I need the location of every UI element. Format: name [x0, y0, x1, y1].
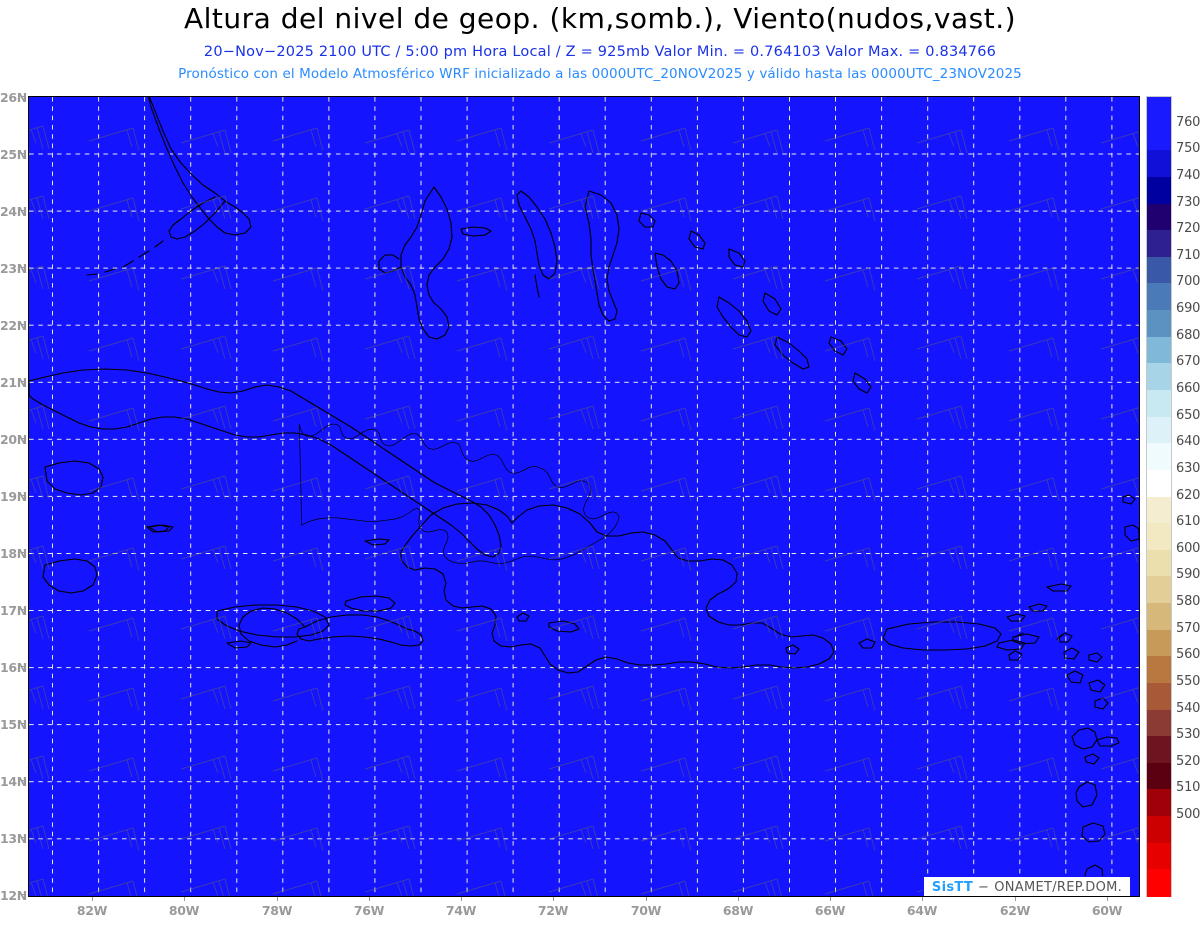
- colorbar-segment: [1147, 816, 1171, 844]
- colorbar-tick-label: 550: [1176, 673, 1200, 689]
- logo-brand: SisTT: [931, 879, 973, 895]
- colorbar[interactable]: 760 750 740 730 720 710 700 690 680 670 660 650 640 6…: [1146, 96, 1200, 897]
- colorbar-segment: [1147, 230, 1171, 258]
- lat-label-26n: 26N: [0, 90, 27, 105]
- colorbar-segment: [1147, 310, 1171, 338]
- colorbar-tick-label: 570: [1176, 620, 1200, 636]
- colorbar-tick-label: 600: [1176, 540, 1200, 556]
- colorbar-tick-label: 510: [1176, 780, 1200, 796]
- lat-label-23n: 23N: [0, 261, 27, 276]
- lat-label-19n: 19N: [0, 489, 27, 504]
- lat-label-22n: 22N: [0, 318, 27, 333]
- colorbar-segment: [1147, 576, 1171, 604]
- lat-label-13n: 13N: [0, 831, 27, 846]
- subtitle-model-info: Pronóstico con el Modelo Atmosférico WRF…: [178, 66, 1022, 82]
- colorbar-tick-label: 560: [1176, 647, 1200, 663]
- colorbar-segment: [1147, 97, 1171, 125]
- colorbar-segment: [1147, 869, 1171, 897]
- colorbar-tick-label: 540: [1176, 700, 1200, 716]
- header: Altura del nivel de geop. (km,somb.), Vi…: [0, 0, 1200, 92]
- map-graphics: [29, 97, 1139, 896]
- colorbar-segment: [1147, 389, 1171, 418]
- lat-label-14n: 14N: [0, 774, 27, 789]
- colorbar-tick-label: 760: [1176, 114, 1200, 130]
- colorbar-segment: [1147, 789, 1171, 817]
- colorbar-segment: [1147, 762, 1171, 791]
- colorbar-tick-label: 720: [1176, 221, 1200, 237]
- lat-label-24n: 24N: [0, 204, 27, 219]
- colorbar-segment: [1147, 283, 1171, 311]
- colorbar-tick-label: 630: [1176, 460, 1200, 476]
- lon-label-68w: 68W: [722, 903, 754, 918]
- colorbar-segment: [1147, 496, 1171, 524]
- lon-label-76w: 76W: [353, 903, 385, 918]
- colorbar-tick-label: 700: [1176, 274, 1200, 290]
- colorbar-tick-label: 590: [1176, 567, 1200, 583]
- colorbar-tick-label: 640: [1176, 434, 1200, 450]
- lon-label-78w: 78W: [261, 903, 293, 918]
- colorbar-segment: [1147, 336, 1171, 364]
- map-container[interactable]: SisTT − ONAMET/REP.DOM.: [28, 96, 1140, 897]
- colorbar-segment: [1147, 736, 1171, 764]
- colorbar-segment: [1147, 123, 1171, 151]
- colorbar-tick-label: 670: [1176, 354, 1200, 370]
- colorbar-segment: [1147, 203, 1171, 231]
- lon-label-82w: 82W: [76, 903, 108, 918]
- colorbar-tick-label: 620: [1176, 487, 1200, 503]
- colorbar-tick-label: 680: [1176, 327, 1200, 343]
- colorbar-segment: [1147, 656, 1171, 684]
- colorbar-segment: [1147, 629, 1171, 657]
- lon-label-66w: 66W: [814, 903, 846, 918]
- lat-label-20n: 20N: [0, 432, 27, 447]
- colorbar-tick-label: 530: [1176, 727, 1200, 743]
- colorbar-tick-label: 710: [1176, 247, 1200, 263]
- colorbar-tick-label: 690: [1176, 301, 1200, 317]
- logo-org: ONAMET/REP.DOM.: [994, 879, 1123, 895]
- lon-label-62w: 62W: [999, 903, 1031, 918]
- colorbar-gradient: [1146, 96, 1172, 897]
- lon-label-70w: 70W: [630, 903, 662, 918]
- colorbar-tick-label: 750: [1176, 141, 1200, 157]
- colorbar-segment: [1147, 603, 1171, 631]
- lon-label-72w: 72W: [537, 903, 569, 918]
- lon-label-64w: 64W: [906, 903, 938, 918]
- lat-label-21n: 21N: [0, 375, 27, 390]
- logo-separator: −: [978, 879, 990, 895]
- colorbar-segment: [1147, 842, 1171, 870]
- colorbar-segment: [1147, 682, 1171, 711]
- colorbar-tick-label: 610: [1176, 514, 1200, 530]
- colorbar-segment: [1147, 416, 1171, 444]
- colorbar-tick-label: 650: [1176, 407, 1200, 423]
- colorbar-segment: [1147, 363, 1171, 391]
- lat-label-25n: 25N: [0, 147, 27, 162]
- page-title: Altura del nivel de geop. (km,somb.), Vi…: [183, 2, 1017, 35]
- gridlines: [29, 97, 1139, 896]
- colorbar-tick-label: 520: [1176, 753, 1200, 769]
- lon-label-80w: 80W: [168, 903, 200, 918]
- lat-label-18n: 18N: [0, 546, 27, 561]
- colorbar-segment: [1147, 176, 1171, 205]
- lat-label-17n: 17N: [0, 603, 27, 618]
- colorbar-segment: [1147, 150, 1171, 178]
- provider-logo: SisTT − ONAMET/REP.DOM.: [923, 876, 1131, 896]
- subtitle-valid-time: 20−Nov−2025 2100 UTC / 5:00 pm Hora Loca…: [203, 44, 997, 60]
- lat-label-16n: 16N: [0, 660, 27, 675]
- colorbar-tick-label: 730: [1176, 194, 1200, 210]
- colorbar-segment: [1147, 549, 1171, 577]
- colorbar-segment: [1147, 256, 1171, 285]
- lon-label-74w: 74W: [445, 903, 477, 918]
- lon-label-60w: 60W: [1091, 903, 1123, 918]
- colorbar-segment: [1147, 469, 1171, 498]
- colorbar-segment: [1147, 709, 1171, 737]
- lat-label-12n: 12N: [0, 888, 27, 903]
- colorbar-tick-label: 740: [1176, 167, 1200, 183]
- colorbar-segment: [1147, 443, 1171, 471]
- map-plot-area[interactable]: SisTT − ONAMET/REP.DOM.: [28, 96, 1140, 897]
- colorbar-tick-label: 500: [1176, 807, 1200, 823]
- colorbar-tick-label: 580: [1176, 594, 1200, 610]
- colorbar-segment: [1147, 523, 1171, 551]
- lat-label-15n: 15N: [0, 717, 27, 732]
- colorbar-tick-label: 660: [1176, 380, 1200, 396]
